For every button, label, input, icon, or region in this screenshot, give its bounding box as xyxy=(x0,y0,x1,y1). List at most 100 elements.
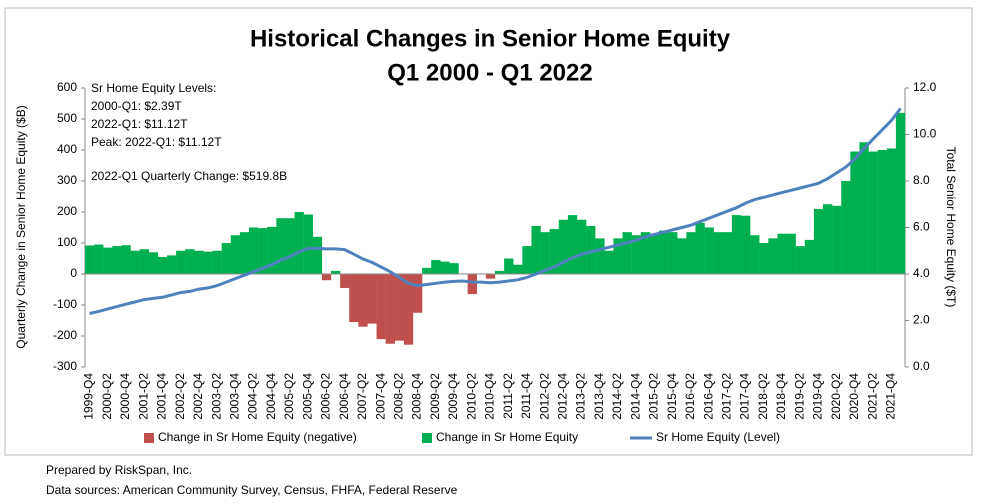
y-tick-label: -100 xyxy=(53,297,77,311)
y2-tick-label: 4.0 xyxy=(913,266,930,280)
x-tick-label: 2012-Q2 xyxy=(537,373,551,420)
bar xyxy=(267,226,277,274)
bar xyxy=(103,247,113,274)
x-tick-label: 2010-Q2 xyxy=(464,373,478,420)
chart-title: Q1 2000 - Q1 2022 xyxy=(387,59,592,86)
x-tick-label: 2014-Q2 xyxy=(610,373,624,420)
x-tick-label: 2000-Q4 xyxy=(118,373,132,420)
x-tick-label: 2010-Q4 xyxy=(483,373,497,420)
y-tick-label: -200 xyxy=(53,328,77,342)
bar xyxy=(422,267,432,274)
bar xyxy=(558,219,569,274)
x-tick-label: 2003-Q2 xyxy=(209,373,223,420)
legend-swatch xyxy=(144,433,154,443)
bar xyxy=(722,232,733,274)
bar xyxy=(586,225,596,274)
x-tick-label: 2015-Q4 xyxy=(665,373,679,420)
x-tick-label: 2011-Q2 xyxy=(501,373,515,419)
x-tick-label: 2018-Q2 xyxy=(756,373,770,420)
annotation: 2000-Q1: $2.39T xyxy=(91,99,182,113)
x-tick-label: 2007-Q4 xyxy=(373,373,387,420)
bar xyxy=(841,181,851,274)
bar xyxy=(613,238,623,274)
bar xyxy=(513,264,523,274)
bar xyxy=(467,274,477,295)
bar xyxy=(331,270,341,274)
bar xyxy=(358,274,368,327)
bar xyxy=(258,228,268,274)
x-tick-label: 2002-Q4 xyxy=(191,373,205,420)
bar xyxy=(813,208,824,274)
bar xyxy=(157,256,168,274)
bar xyxy=(349,274,359,323)
bar xyxy=(877,150,887,274)
bar xyxy=(886,148,897,274)
x-tick-label: 2009-Q2 xyxy=(428,373,442,420)
bar xyxy=(695,222,705,274)
bar xyxy=(276,218,286,274)
bar xyxy=(449,263,459,274)
x-tick-label: 2001-Q4 xyxy=(155,373,169,420)
y-tick-label: 600 xyxy=(57,80,77,94)
y-tick-label: 100 xyxy=(57,235,77,249)
bar xyxy=(759,243,769,274)
bar xyxy=(176,250,186,274)
bar xyxy=(112,246,122,274)
bar xyxy=(340,274,350,288)
bar xyxy=(221,243,231,274)
footer: Data sources: American Community Survey,… xyxy=(46,483,458,497)
bar xyxy=(640,232,651,274)
bar xyxy=(167,255,177,274)
x-tick-label: 2011-Q4 xyxy=(519,373,533,419)
bar xyxy=(768,238,778,274)
bar xyxy=(741,215,751,274)
x-tick-label: 2018-Q4 xyxy=(774,373,788,420)
bar xyxy=(504,258,514,274)
bar xyxy=(686,232,696,274)
x-tick-label: 2000-Q2 xyxy=(100,373,114,420)
bar xyxy=(431,260,441,274)
bar xyxy=(230,235,241,274)
annotation: 2022-Q1: $11.12T xyxy=(91,117,188,131)
bar xyxy=(413,274,423,313)
legend-label: Sr Home Equity (Level) xyxy=(656,430,780,444)
legend-label: Change in Sr Home Equity xyxy=(436,430,578,444)
x-tick-label: 2005-Q2 xyxy=(282,373,296,420)
x-tick-label: 2016-Q4 xyxy=(701,373,715,420)
bar xyxy=(649,233,660,274)
annotation: Peak: 2022-Q1: $11.12T xyxy=(91,135,222,149)
line xyxy=(89,107,902,315)
x-tick-label: 2013-Q2 xyxy=(574,373,588,420)
x-tick-label: 2021-Q2 xyxy=(865,373,879,420)
bar xyxy=(540,232,550,274)
bar xyxy=(522,246,532,274)
y2-tick-label: 0.0 xyxy=(913,359,930,373)
bar xyxy=(622,232,632,274)
bar xyxy=(832,205,842,274)
y-tick-label: 500 xyxy=(57,111,77,125)
x-tick-label: 2012-Q4 xyxy=(556,373,570,420)
x-tick-label: 2008-Q4 xyxy=(410,373,424,420)
bar xyxy=(440,261,450,274)
bar xyxy=(376,274,386,340)
x-tick-label: 2016-Q2 xyxy=(683,373,697,420)
bar xyxy=(731,215,742,274)
bar xyxy=(823,204,833,274)
bar xyxy=(595,238,605,274)
bar xyxy=(895,112,906,274)
bar xyxy=(485,274,496,279)
bar xyxy=(804,239,815,274)
x-tick-label: 2017-Q4 xyxy=(738,373,752,420)
bar xyxy=(239,232,250,274)
y2-tick-label: 12.0 xyxy=(913,80,937,94)
bar xyxy=(121,245,131,274)
bar xyxy=(85,245,95,274)
bar xyxy=(668,232,678,274)
bar xyxy=(367,274,377,324)
x-tick-label: 2020-Q4 xyxy=(847,373,861,420)
x-tick-label: 2019-Q4 xyxy=(811,373,825,420)
bar xyxy=(850,151,860,274)
legend-label: Change in Sr Home Equity (negative) xyxy=(158,430,357,444)
bar xyxy=(94,244,104,274)
bar xyxy=(567,215,578,274)
